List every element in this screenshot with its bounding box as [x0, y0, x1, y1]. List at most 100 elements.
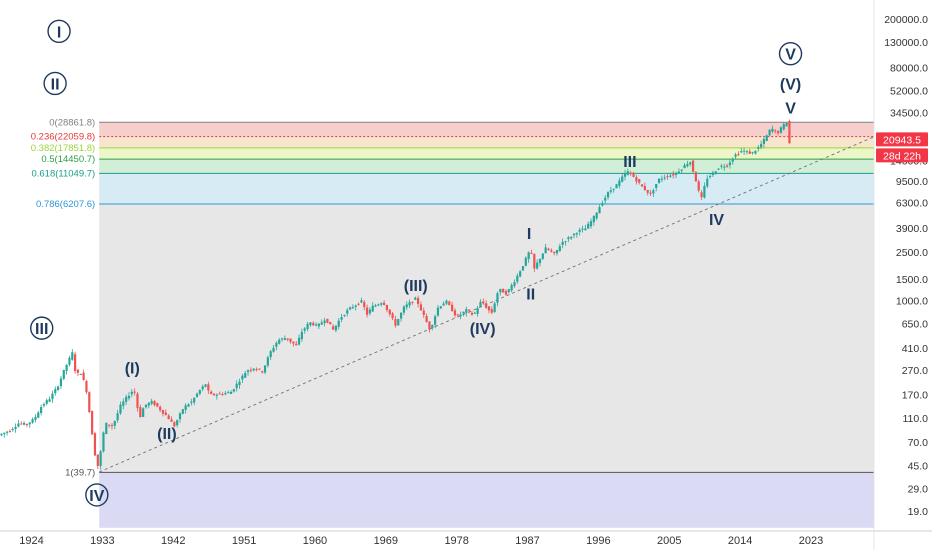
candle-body	[711, 172, 715, 176]
candle-body	[771, 128, 774, 132]
x-tick-label: 1942	[161, 535, 185, 547]
candle-body	[153, 401, 156, 405]
fib-zone	[99, 147, 874, 160]
candle-body	[414, 297, 417, 300]
y-tick-label: 34500.0	[890, 107, 928, 119]
candle-body	[714, 171, 717, 175]
fib-level-label: 0.618(11049.7)	[31, 168, 95, 179]
candle-body	[178, 413, 182, 420]
wave-label: V	[785, 47, 796, 64]
candle-body	[357, 303, 360, 305]
wave-label-circle	[43, 71, 67, 96]
candle-body	[71, 352, 74, 360]
candle-body	[604, 197, 607, 201]
candle-body	[419, 304, 423, 311]
candle-body	[723, 166, 726, 168]
candle-body	[595, 212, 598, 219]
candle-body	[649, 192, 652, 194]
candle-body	[578, 229, 581, 232]
candle-body	[110, 424, 114, 427]
candle-body	[397, 319, 400, 326]
candle-body	[581, 228, 584, 230]
candle-body	[700, 192, 703, 198]
candle-body	[499, 288, 502, 293]
candle-body	[363, 302, 366, 308]
wave-label: IV	[89, 488, 104, 505]
candle-body	[524, 257, 527, 266]
candle-body	[417, 298, 420, 304]
y-tick-label: 29.0	[908, 484, 929, 496]
candle-body	[479, 301, 482, 307]
candle-body	[272, 347, 275, 352]
candle-body	[326, 318, 329, 323]
y-tick-label: 52000.0	[890, 86, 928, 98]
candle-body	[108, 424, 111, 426]
candle-body	[85, 380, 88, 393]
candle-body	[156, 403, 159, 407]
candle-body	[468, 309, 471, 311]
candle-body	[380, 303, 383, 305]
wave-label: (V)	[780, 76, 801, 93]
candle-body	[167, 415, 170, 420]
candle-body	[329, 321, 332, 325]
candle-body	[541, 253, 544, 259]
y-tick-label: 110.0	[903, 413, 929, 425]
candle-body	[224, 393, 227, 395]
fib-level-label: 0(28861.8)	[49, 117, 95, 128]
candle-body	[59, 378, 63, 387]
candle-body	[442, 303, 445, 306]
candle-body	[482, 301, 485, 304]
candle-body	[74, 354, 77, 372]
wave-label: III	[35, 321, 48, 338]
candle-body	[317, 323, 320, 327]
candle-body	[388, 309, 391, 315]
fib-level-label: 0.786(6207.6)	[36, 199, 95, 210]
candle-body	[79, 373, 82, 375]
candle-body	[788, 120, 791, 144]
candle-body	[14, 426, 17, 429]
candle-body	[263, 365, 267, 373]
candle-body	[25, 424, 29, 426]
candle-body	[382, 302, 386, 305]
candle-body	[215, 394, 218, 396]
candle-body	[623, 173, 627, 177]
candle-body	[768, 129, 771, 136]
wave-label: (IV)	[470, 321, 496, 338]
candle-body	[119, 404, 122, 414]
candle-body	[527, 252, 530, 260]
candle-body	[731, 159, 734, 162]
candle-body	[757, 147, 760, 149]
candle-body	[762, 138, 766, 144]
candle-body	[575, 233, 578, 235]
candle-body	[666, 176, 669, 178]
candle-body	[244, 373, 247, 378]
candle-body	[292, 341, 295, 344]
candle-body	[195, 393, 199, 397]
candle-body	[210, 391, 213, 394]
candle-body	[663, 177, 666, 179]
candle-body	[170, 419, 173, 422]
candle-body	[323, 320, 326, 324]
candle-body	[5, 431, 9, 433]
x-tick-label: 1951	[232, 535, 256, 547]
candle-body	[646, 189, 649, 193]
candle-body	[300, 331, 303, 340]
candle-body	[88, 392, 91, 413]
candle-body	[742, 150, 746, 152]
candle-body	[371, 305, 374, 312]
candle-body	[405, 304, 408, 308]
candle-body	[312, 322, 315, 326]
candle-body	[697, 181, 700, 191]
candle-body	[278, 339, 281, 344]
countdown-tag	[876, 148, 928, 163]
wave-label-circle	[47, 19, 71, 44]
candle-body	[246, 370, 250, 373]
candle-body	[368, 309, 372, 314]
candle-body	[147, 402, 150, 406]
x-tick-label: 1969	[374, 535, 398, 547]
candle-body	[428, 321, 431, 330]
candle-body	[229, 391, 233, 394]
candle-body	[3, 432, 6, 435]
x-tick-label: 1987	[515, 535, 539, 547]
